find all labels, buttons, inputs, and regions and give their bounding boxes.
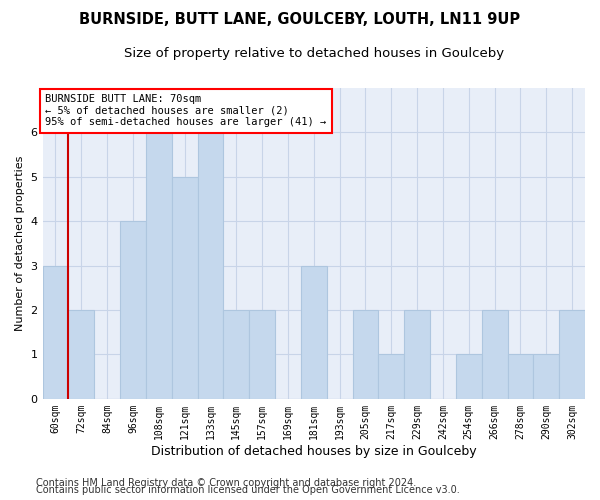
- Bar: [379, 354, 404, 399]
- Text: Contains public sector information licensed under the Open Government Licence v3: Contains public sector information licen…: [36, 485, 460, 495]
- Bar: [223, 310, 249, 399]
- Text: BURNSIDE, BUTT LANE, GOULCEBY, LOUTH, LN11 9UP: BURNSIDE, BUTT LANE, GOULCEBY, LOUTH, LN…: [79, 12, 521, 28]
- Bar: [43, 266, 68, 399]
- Bar: [301, 266, 326, 399]
- Bar: [533, 354, 559, 399]
- Bar: [120, 221, 146, 399]
- Text: BURNSIDE BUTT LANE: 70sqm
← 5% of detached houses are smaller (2)
95% of semi-de: BURNSIDE BUTT LANE: 70sqm ← 5% of detach…: [45, 94, 326, 128]
- Y-axis label: Number of detached properties: Number of detached properties: [15, 156, 25, 331]
- Bar: [404, 310, 430, 399]
- Bar: [68, 310, 94, 399]
- X-axis label: Distribution of detached houses by size in Goulceby: Distribution of detached houses by size …: [151, 444, 476, 458]
- Bar: [559, 310, 585, 399]
- Bar: [146, 132, 172, 399]
- Bar: [482, 310, 508, 399]
- Title: Size of property relative to detached houses in Goulceby: Size of property relative to detached ho…: [124, 48, 504, 60]
- Bar: [508, 354, 533, 399]
- Bar: [197, 132, 223, 399]
- Text: Contains HM Land Registry data © Crown copyright and database right 2024.: Contains HM Land Registry data © Crown c…: [36, 478, 416, 488]
- Bar: [249, 310, 275, 399]
- Bar: [172, 177, 197, 399]
- Bar: [456, 354, 482, 399]
- Bar: [353, 310, 379, 399]
